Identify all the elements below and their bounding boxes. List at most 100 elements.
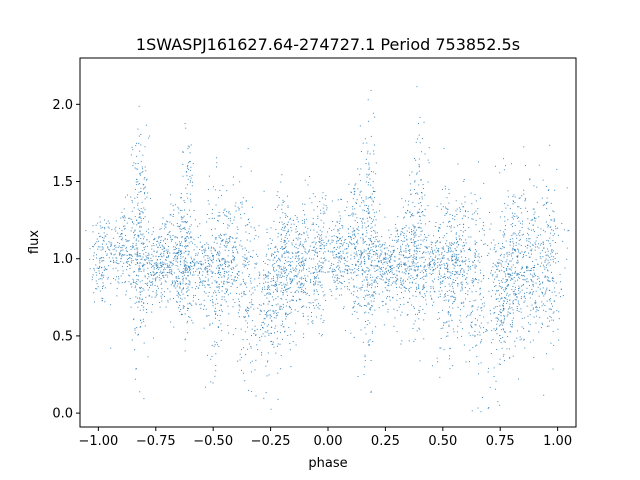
data-point	[394, 260, 396, 262]
data-point	[360, 257, 362, 259]
data-point	[424, 194, 426, 196]
data-point	[354, 302, 356, 304]
data-point	[337, 274, 339, 276]
data-point	[374, 216, 376, 218]
data-point	[203, 291, 205, 293]
data-point	[384, 254, 386, 256]
data-point	[220, 237, 222, 239]
data-point	[446, 321, 448, 323]
data-point	[379, 278, 381, 280]
data-point	[498, 262, 500, 264]
data-point	[396, 278, 398, 280]
data-point	[505, 289, 507, 291]
data-point	[531, 293, 533, 295]
data-point	[163, 250, 165, 252]
data-point	[494, 165, 496, 167]
data-point	[271, 284, 273, 286]
data-point	[439, 264, 441, 266]
data-point	[172, 263, 174, 265]
data-point	[141, 258, 143, 260]
data-point	[348, 183, 350, 185]
data-point	[371, 330, 373, 332]
data-point	[400, 279, 402, 281]
data-point	[353, 285, 355, 287]
data-point	[409, 265, 411, 267]
data-point	[269, 309, 271, 311]
data-point	[217, 326, 219, 328]
data-point	[406, 212, 408, 214]
data-point	[313, 209, 315, 211]
data-point	[388, 278, 390, 280]
data-point	[353, 256, 355, 258]
data-point	[162, 245, 164, 247]
data-point	[249, 280, 251, 282]
data-point	[255, 395, 257, 397]
data-point	[332, 268, 334, 270]
data-point	[140, 259, 142, 261]
data-point	[118, 245, 120, 247]
data-point	[395, 283, 397, 285]
data-point	[516, 217, 518, 219]
data-point	[497, 317, 499, 319]
data-point	[246, 338, 248, 340]
data-point	[455, 242, 457, 244]
data-point	[306, 231, 308, 233]
data-point	[367, 184, 369, 186]
data-point	[340, 274, 342, 276]
data-point	[200, 264, 202, 266]
data-point	[351, 213, 353, 215]
data-point	[412, 276, 414, 278]
data-point	[514, 340, 516, 342]
data-point	[443, 148, 445, 150]
data-point	[318, 269, 320, 271]
data-point	[393, 245, 395, 247]
data-point	[93, 255, 95, 257]
data-point	[295, 247, 297, 249]
data-point	[315, 243, 317, 245]
data-point	[288, 273, 290, 275]
data-point	[450, 272, 452, 274]
data-point	[138, 269, 140, 271]
data-point	[392, 273, 394, 275]
data-point	[194, 219, 196, 221]
data-point	[381, 245, 383, 247]
data-point	[500, 253, 502, 255]
data-point	[450, 227, 452, 229]
data-point	[373, 291, 375, 293]
data-point	[137, 162, 139, 164]
data-point	[124, 219, 126, 221]
data-point	[498, 285, 500, 287]
data-point	[281, 174, 283, 176]
data-point	[184, 246, 186, 248]
data-point	[502, 243, 503, 245]
data-point	[334, 246, 336, 248]
data-point	[382, 266, 384, 268]
data-point	[533, 316, 535, 318]
data-point	[438, 254, 440, 256]
data-point	[492, 262, 494, 264]
data-point	[221, 259, 223, 261]
data-point	[285, 234, 287, 236]
data-point	[193, 296, 195, 298]
data-point	[417, 244, 419, 246]
data-point	[404, 262, 406, 264]
data-point	[166, 234, 168, 236]
data-point	[291, 300, 293, 301]
data-point	[193, 294, 195, 296]
data-point	[452, 259, 454, 261]
data-point	[282, 338, 284, 340]
data-point	[359, 191, 361, 193]
data-point	[480, 411, 482, 413]
data-point	[366, 176, 368, 178]
data-point	[449, 348, 451, 350]
data-point	[440, 267, 442, 269]
data-point	[178, 254, 180, 256]
data-point	[267, 286, 269, 288]
data-point	[452, 328, 454, 330]
data-point	[180, 257, 182, 259]
data-point	[513, 248, 515, 250]
data-point	[202, 274, 204, 276]
data-point	[225, 261, 227, 263]
data-point	[369, 239, 371, 241]
data-point	[132, 221, 134, 223]
